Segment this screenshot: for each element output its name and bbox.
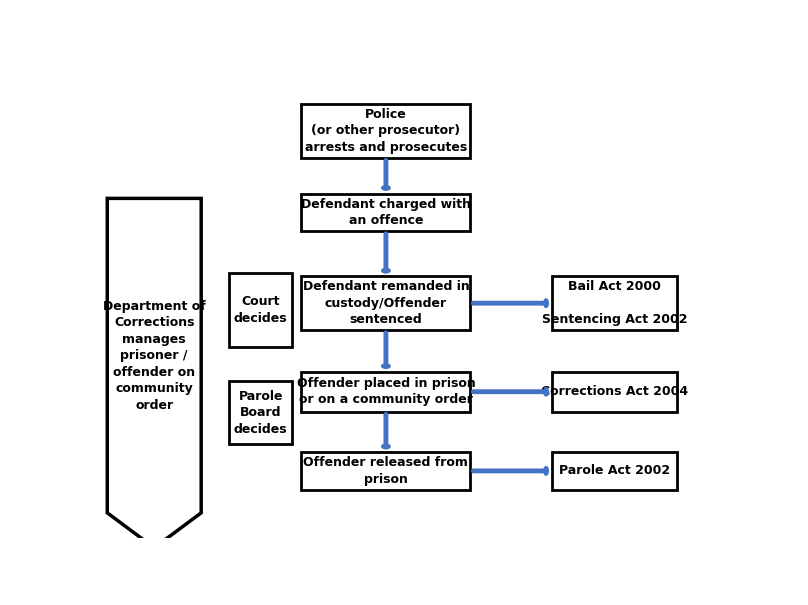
Text: Bail Act 2000

Sentencing Act 2002: Bail Act 2000 Sentencing Act 2002 xyxy=(541,280,688,326)
FancyBboxPatch shape xyxy=(229,273,292,347)
FancyBboxPatch shape xyxy=(301,194,470,231)
FancyBboxPatch shape xyxy=(301,276,470,330)
FancyBboxPatch shape xyxy=(301,453,470,489)
Text: Defendant remanded in
custody/Offender
sentenced: Defendant remanded in custody/Offender s… xyxy=(302,280,469,326)
Text: Police
(or other prosecutor)
arrests and prosecutes: Police (or other prosecutor) arrests and… xyxy=(305,108,467,154)
FancyBboxPatch shape xyxy=(229,381,292,444)
Text: Parole Act 2002: Parole Act 2002 xyxy=(559,465,670,477)
Text: Parole
Board
decides: Parole Board decides xyxy=(234,390,288,436)
FancyBboxPatch shape xyxy=(301,372,470,411)
Text: Court
decides: Court decides xyxy=(234,295,288,325)
FancyBboxPatch shape xyxy=(552,372,677,411)
FancyBboxPatch shape xyxy=(552,453,677,489)
FancyBboxPatch shape xyxy=(301,104,470,158)
FancyBboxPatch shape xyxy=(552,276,677,330)
Text: Department of
Corrections
manages
prisoner /
offender on
community
order: Department of Corrections manages prison… xyxy=(103,299,205,411)
Text: Defendant charged with
an offence: Defendant charged with an offence xyxy=(301,198,471,227)
Text: Corrections Act 2004: Corrections Act 2004 xyxy=(541,385,688,398)
Text: Offender released from
prison: Offender released from prison xyxy=(304,456,469,486)
Text: Offender placed in prison
or on a community order: Offender placed in prison or on a commun… xyxy=(297,377,475,407)
Polygon shape xyxy=(107,198,201,548)
